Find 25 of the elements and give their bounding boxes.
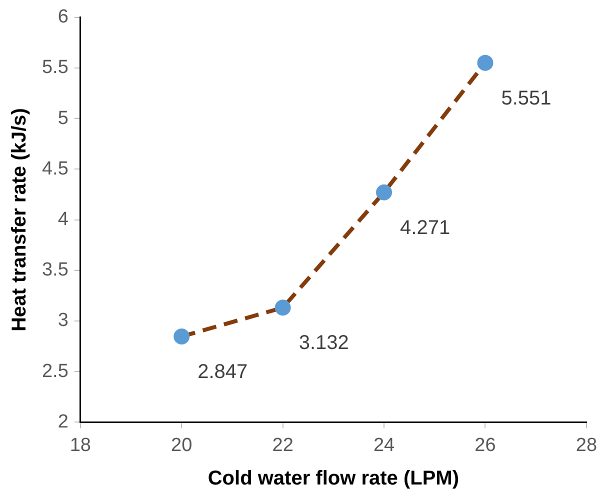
x-tick-label: 28 bbox=[576, 434, 598, 456]
y-tick-label: 6 bbox=[58, 6, 68, 28]
point bbox=[274, 300, 291, 316]
x-tick-label: 24 bbox=[373, 434, 396, 456]
y-tick-label: 3.5 bbox=[42, 260, 68, 281]
y-tick-label: 5.5 bbox=[42, 57, 68, 78]
x-tick-label: 20 bbox=[171, 434, 192, 456]
point bbox=[376, 184, 392, 200]
point bbox=[174, 328, 190, 344]
x-tick-label: 22 bbox=[272, 434, 294, 456]
y-tick-label: 2.5 bbox=[42, 360, 68, 382]
data-label: 2.847 bbox=[198, 361, 248, 383]
x-axis-title: Cold water flow rate (LPM) bbox=[208, 468, 459, 490]
y-tick-label: 4.5 bbox=[42, 158, 68, 180]
x-tick-label: 18 bbox=[70, 434, 91, 456]
y-tick-label: 4 bbox=[58, 209, 69, 230]
y-tick-label: 5 bbox=[58, 108, 68, 129]
data-label: 5.551 bbox=[501, 87, 552, 110]
y-axis-title: Heat transfer rate (kJ/s) bbox=[8, 108, 31, 332]
x-tick-label: 26 bbox=[474, 434, 496, 456]
data-label: 3.132 bbox=[298, 332, 349, 354]
y-tick-label: 2 bbox=[58, 411, 68, 432]
y-tick-label: 3 bbox=[58, 310, 68, 332]
point bbox=[477, 54, 494, 71]
data-label: 4.271 bbox=[400, 216, 450, 239]
